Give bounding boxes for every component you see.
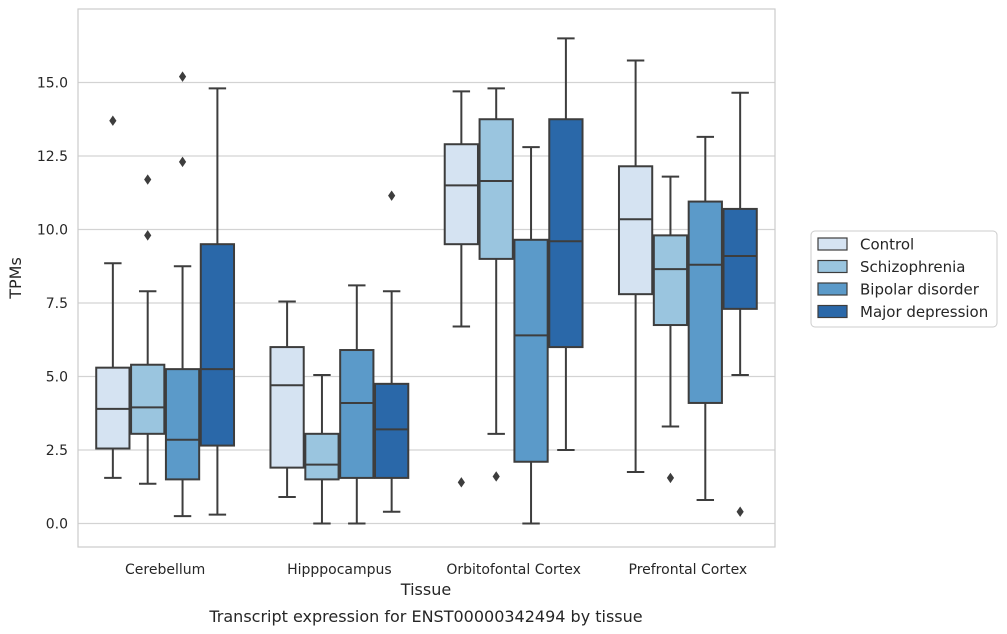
outlier-point bbox=[457, 477, 465, 488]
legend-swatch bbox=[817, 237, 848, 251]
legend-frame bbox=[810, 230, 998, 328]
x-tick-label: Orbitofontal Cortex bbox=[446, 562, 581, 578]
chart-caption: Transcript expression for ENST0000034249… bbox=[208, 607, 642, 626]
outlier-point bbox=[666, 472, 675, 484]
legend-swatch bbox=[817, 259, 848, 274]
box-iqr bbox=[722, 207, 758, 310]
legend-label: Bipolar disorder bbox=[860, 281, 980, 299]
box-iqr bbox=[304, 432, 340, 481]
box-bipolar-disorder bbox=[687, 135, 723, 501]
box-control bbox=[443, 90, 479, 488]
box-major-depression bbox=[374, 190, 410, 513]
legend: Control Schizophrenia Bipolar disorder Majo… bbox=[810, 230, 998, 328]
box-iqr bbox=[199, 243, 236, 447]
box-control bbox=[95, 115, 131, 479]
box-major-depression bbox=[548, 37, 584, 451]
y-tick-label: 12.5 bbox=[37, 149, 68, 165]
box-iqr bbox=[374, 382, 410, 479]
box-iqr bbox=[652, 234, 689, 327]
outlier-point bbox=[736, 506, 744, 517]
outlier-point bbox=[109, 115, 117, 126]
box-schizophrenia bbox=[652, 175, 689, 484]
box-iqr bbox=[687, 200, 723, 404]
box-control bbox=[269, 300, 305, 499]
box-iqr bbox=[269, 346, 305, 469]
x-tick-label: Hipppocampus bbox=[287, 562, 392, 578]
y-axis-ticks: 0.0 2.5 5.0 7.5 10.0 12.5 15.0 bbox=[37, 75, 68, 532]
box-schizophrenia bbox=[304, 374, 340, 525]
x-tick-label: Prefrontal Cortex bbox=[629, 562, 748, 578]
box-major-depression bbox=[722, 91, 758, 517]
y-tick-label: 5.0 bbox=[46, 369, 68, 385]
y-tick-label: 10.0 bbox=[37, 222, 68, 238]
y-axis-title: TPMs bbox=[6, 257, 25, 300]
legend-label: Major depression bbox=[860, 303, 988, 321]
box-schizophrenia bbox=[478, 87, 514, 482]
box-bipolar-disorder bbox=[339, 284, 375, 525]
outlier-point bbox=[178, 71, 187, 82]
y-tick-label: 7.5 bbox=[46, 296, 68, 312]
box-control bbox=[617, 59, 654, 474]
box-iqr bbox=[513, 238, 549, 463]
legend-swatch bbox=[817, 304, 848, 319]
outlier-point bbox=[144, 230, 152, 241]
outlier-point bbox=[388, 190, 396, 201]
box-iqr bbox=[478, 118, 514, 260]
box-iqr bbox=[617, 165, 654, 296]
box-series bbox=[95, 37, 758, 525]
box-iqr bbox=[130, 363, 166, 435]
y-tick-label: 0.0 bbox=[46, 516, 68, 532]
x-tick-label: Cerebellum bbox=[125, 562, 205, 578]
box-bipolar-disorder bbox=[164, 71, 201, 518]
box-schizophrenia bbox=[130, 174, 166, 485]
outlier-point bbox=[492, 471, 500, 482]
box-iqr bbox=[339, 349, 375, 479]
y-tick-label: 15.0 bbox=[37, 75, 68, 91]
plot-frame bbox=[77, 8, 776, 548]
box-bipolar-disorder bbox=[513, 146, 549, 525]
x-axis-title: Tissue bbox=[400, 580, 451, 599]
legend-label: Schizophrenia bbox=[860, 258, 965, 276]
outlier-point bbox=[144, 174, 152, 185]
box-major-depression bbox=[199, 87, 236, 516]
x-axis-ticks: Cerebellum Hipppocampus Orbitofontal Corte… bbox=[125, 562, 747, 578]
legend-swatch bbox=[817, 282, 848, 296]
outlier-point bbox=[178, 156, 187, 168]
box-iqr bbox=[443, 143, 479, 246]
box-iqr bbox=[548, 118, 584, 349]
legend-label: Control bbox=[860, 236, 914, 254]
box-iqr bbox=[164, 368, 201, 481]
legend-items: Control Schizophrenia Bipolar disorder Majo… bbox=[817, 236, 988, 321]
y-tick-label: 2.5 bbox=[46, 443, 68, 459]
